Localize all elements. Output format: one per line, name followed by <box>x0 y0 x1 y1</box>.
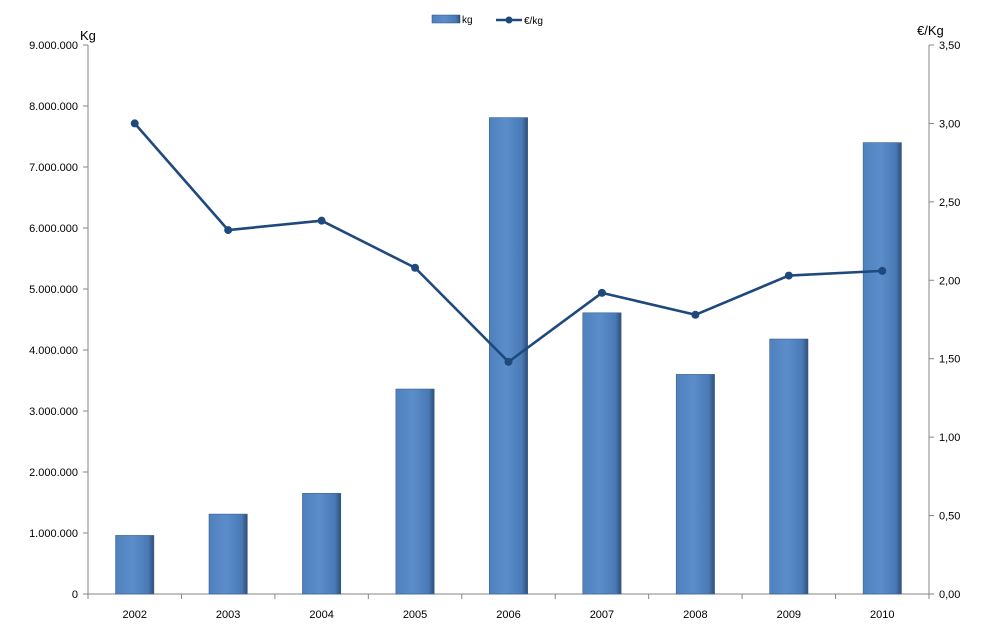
left-tick-label: 2.000.000 <box>29 467 78 479</box>
x-tick-label: 2004 <box>309 609 333 621</box>
right-tick-label: 0,00 <box>939 589 960 601</box>
bar <box>489 117 528 595</box>
bar <box>582 312 622 595</box>
right-tick-label: 2,00 <box>939 275 960 287</box>
line-point <box>411 263 420 272</box>
line-series <box>130 119 887 366</box>
line-point <box>784 271 793 280</box>
left-tick-label: 1.000.000 <box>29 528 78 540</box>
legend-swatch-kg <box>431 14 461 24</box>
x-tick-label: 2009 <box>777 609 801 621</box>
left-tick-label: 6.000.000 <box>29 223 78 235</box>
bar <box>675 374 715 595</box>
x-axis-ticks: 2002 2003 2004 2005 2006 2007 2008 2009 2010 <box>87 594 930 621</box>
left-tick-label: 9.000.000 <box>29 40 78 52</box>
bar <box>862 142 902 595</box>
left-tick-label: 4.000.000 <box>29 345 78 357</box>
x-tick-label: 2007 <box>590 609 614 621</box>
right-tick-label: 2,50 <box>939 197 960 209</box>
right-tick-label: 3,50 <box>939 40 960 52</box>
right-tick-label: 1,00 <box>939 432 960 444</box>
bar <box>769 338 809 595</box>
right-axis-ticks: 0,00 0,50 1,00 1,50 2,00 2,50 3,00 3,50 <box>929 40 960 601</box>
legend-swatch-marker <box>505 16 513 24</box>
line-point <box>130 119 139 128</box>
legend-label-kg: kg <box>462 15 473 26</box>
x-tick-label: 2008 <box>683 609 707 621</box>
left-tick-label: 7.000.000 <box>29 162 78 174</box>
line-point <box>691 310 700 319</box>
x-tick-label: 2002 <box>122 609 146 621</box>
x-tick-label: 2010 <box>870 609 894 621</box>
left-tick-label: 0 <box>72 589 78 601</box>
bar <box>302 493 342 595</box>
left-tick-label: 5.000.000 <box>29 284 78 296</box>
line-point <box>597 288 606 297</box>
bar <box>208 513 248 595</box>
left-tick-label: 8.000.000 <box>29 101 78 113</box>
y2-axis-title: €/Kg <box>917 23 944 38</box>
right-tick-label: 3,00 <box>939 118 960 130</box>
left-tick-label: 3.000.000 <box>29 406 78 418</box>
right-tick-label: 1,50 <box>939 354 960 366</box>
bar <box>115 535 155 595</box>
x-tick-label: 2003 <box>216 609 240 621</box>
x-tick-label: 2005 <box>403 609 427 621</box>
right-tick-label: 0,50 <box>939 511 960 523</box>
bar <box>395 388 435 595</box>
legend-label-price: €/kg <box>524 16 543 27</box>
bar-series <box>115 117 902 595</box>
x-tick-label: 2006 <box>496 609 520 621</box>
line-point <box>224 226 233 235</box>
y-axis-title: Kg <box>80 28 96 43</box>
line-point <box>317 216 326 225</box>
line-point <box>504 357 513 366</box>
left-axis-ticks: 0 1.000.000 2.000.000 3.000.000 4.000.000 5.0… <box>29 40 88 601</box>
line-point <box>878 266 887 275</box>
legend: kg €/kg <box>431 14 543 27</box>
